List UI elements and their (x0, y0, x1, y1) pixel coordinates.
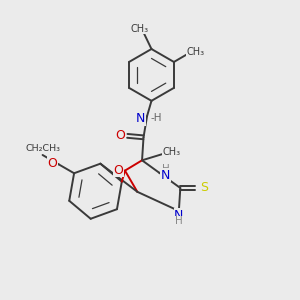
Text: H: H (162, 164, 170, 174)
Text: H: H (175, 216, 183, 226)
Text: O: O (115, 129, 125, 142)
Text: O: O (114, 164, 123, 176)
Text: O: O (47, 157, 57, 170)
Text: N: N (136, 112, 145, 125)
Text: CH₂CH₃: CH₂CH₃ (25, 144, 60, 153)
Text: N: N (161, 169, 170, 182)
Text: N: N (174, 209, 184, 222)
Text: -H: -H (151, 113, 162, 124)
Text: S: S (200, 182, 208, 194)
Text: CH₃: CH₃ (130, 24, 148, 34)
Text: CH₃: CH₃ (186, 47, 204, 57)
Text: CH₃: CH₃ (162, 147, 181, 157)
